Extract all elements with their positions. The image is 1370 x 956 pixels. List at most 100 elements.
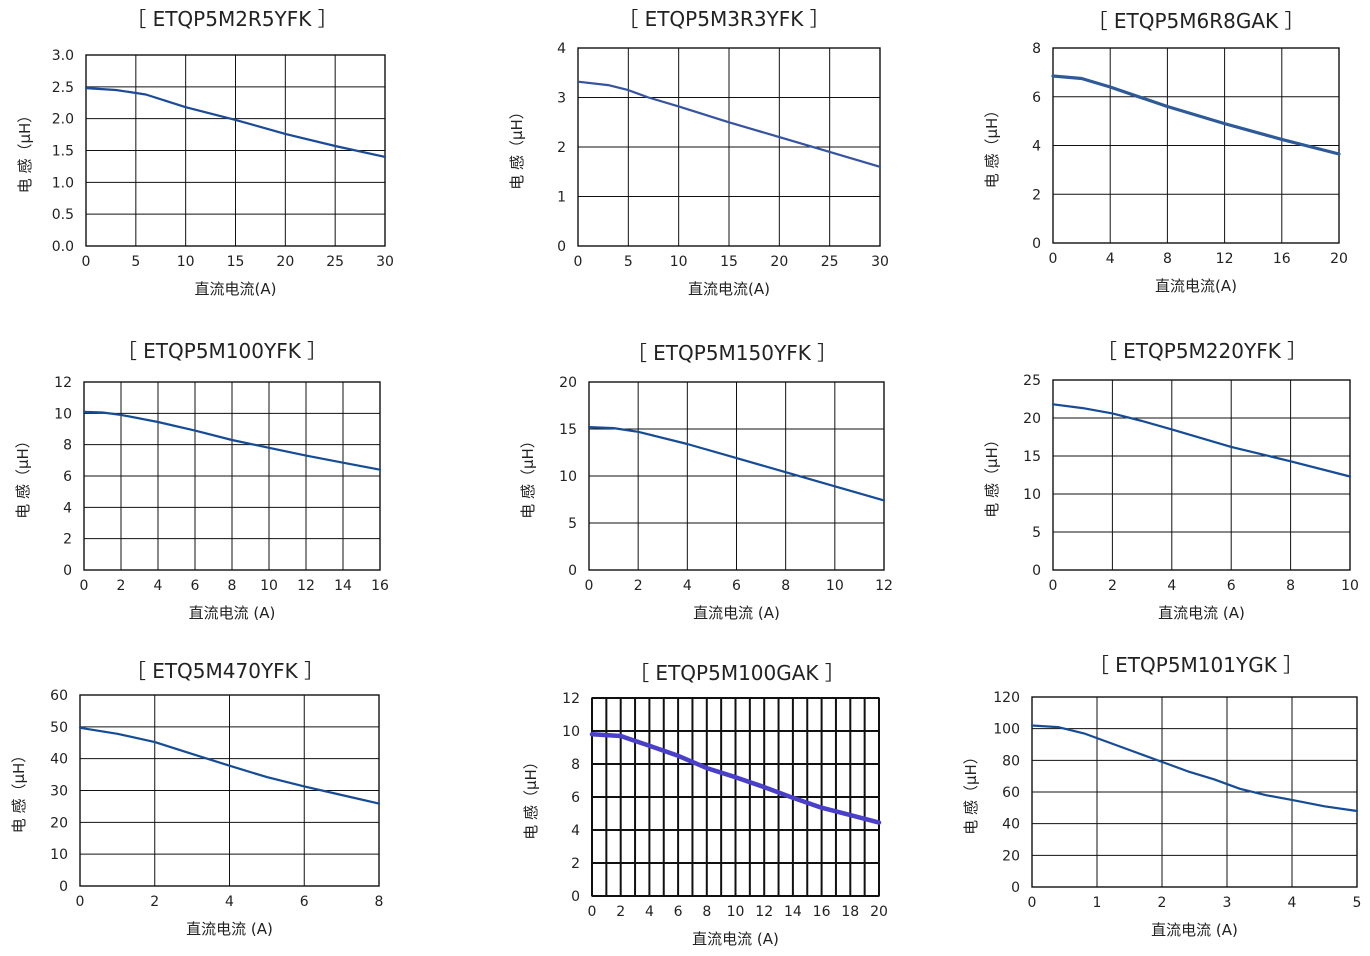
x-tick-label: 30 <box>376 254 394 270</box>
x-tick-label: 8 <box>781 578 790 594</box>
y-tick-label: 3 <box>557 91 566 107</box>
inductance-curve <box>587 425 886 502</box>
y-tick-label: 120 <box>993 690 1020 706</box>
chart-title: ［ ETQP5M220YFK ］ <box>1097 339 1307 363</box>
y-axis-label: 电 感（μH） <box>519 433 537 519</box>
chart-svg: ［ ETQP5M100YFK ］ 0 2 4 6 8 10 12 14 16 0 2 4 6 8 10 12 直流… <box>14 339 389 622</box>
x-tick-label: 4 <box>225 894 234 910</box>
x-axis-label: 直流电流 (A) <box>189 604 276 622</box>
chart-panel: ［ ETQP5M6R8GAK ］ 0 4 8 12 16 20 0 2 4 6 8 直流电流(A) 电 感… <box>970 0 1370 316</box>
inductance-curve <box>1051 403 1352 478</box>
x-tick-label: 16 <box>813 904 831 920</box>
y-tick-label: 50 <box>50 720 68 736</box>
x-tick-label: 14 <box>784 904 802 920</box>
plot-frame <box>79 694 380 887</box>
y-tick-label: 0 <box>1032 236 1041 252</box>
x-tick-label: 6 <box>300 894 309 910</box>
y-tick-label: 2 <box>1032 187 1041 203</box>
x-axis-label: 直流电流 (A) <box>692 930 779 948</box>
x-tick-label: 0 <box>585 578 594 594</box>
y-tick-label: 20 <box>1023 411 1041 427</box>
x-tick-label: 5 <box>131 254 140 270</box>
y-tick-label: 0 <box>1032 563 1041 579</box>
x-tick-label: 20 <box>1330 251 1348 267</box>
chart-panel: ［ ETQP5M2R5YFK ］ 0 5 10 15 20 25 30 0.0 0.5 1.0 1.5… <box>0 0 456 316</box>
y-tick-label: 40 <box>1002 817 1020 833</box>
chart-title: ［ ETQP5M150YFK ］ <box>627 341 837 365</box>
y-tick-label: 2.0 <box>52 112 74 128</box>
y-tick-label: 5 <box>1032 525 1041 541</box>
x-tick-label: 8 <box>1286 578 1295 594</box>
x-tick-label: 2 <box>117 578 126 594</box>
plot-frame <box>83 381 381 571</box>
x-tick-label: 20 <box>870 904 888 920</box>
x-tick-label: 0 <box>1028 895 1037 911</box>
y-tick-label: 60 <box>1002 785 1020 801</box>
chart-title: ［ ETQP5M100YFK ］ <box>117 339 327 363</box>
x-tick-label: 8 <box>1163 251 1172 267</box>
chart-panel: ［ ETQP5M3R3YFK ］ 0 5 10 15 20 25 30 0 1 2 3 4 直流电流(A)… <box>500 0 956 316</box>
y-axis-label: 电 感（μH） <box>522 754 540 840</box>
y-tick-label: 0.0 <box>52 239 74 255</box>
chart-svg: ［ ETQP5M3R3YFK ］ 0 5 10 15 20 25 30 0 1 2 3 4 直流电流(A)… <box>508 7 889 298</box>
x-tick-label: 10 <box>727 904 745 920</box>
x-tick-label: 10 <box>1341 578 1359 594</box>
x-tick-label: 12 <box>1216 251 1234 267</box>
y-tick-label: 20 <box>559 375 577 391</box>
x-tick-label: 0 <box>82 254 91 270</box>
y-tick-label: 6 <box>1032 90 1041 106</box>
x-tick-label: 12 <box>297 578 315 594</box>
x-tick-label: 4 <box>1106 251 1115 267</box>
x-tick-label: 2 <box>150 894 159 910</box>
y-tick-label: 0 <box>1011 880 1020 896</box>
plot-frame <box>591 697 880 897</box>
x-tick-label: 15 <box>227 254 245 270</box>
y-tick-label: 10 <box>54 406 72 422</box>
y-tick-label: 2 <box>557 140 566 156</box>
y-tick-label: 5 <box>568 516 577 532</box>
y-tick-label: 80 <box>1002 753 1020 769</box>
y-tick-label: 40 <box>50 752 68 768</box>
y-tick-label: 1.5 <box>52 144 74 160</box>
plot-frame <box>1052 47 1340 244</box>
inductance-curve <box>82 410 382 471</box>
y-tick-label: 0 <box>59 879 68 895</box>
x-tick-label: 4 <box>1167 578 1176 594</box>
chart-panel: ［ ETQP5M100YFK ］ 0 2 4 6 8 10 12 14 16 0 2 4 6 8 10 12 直流… <box>0 330 456 646</box>
y-tick-label: 10 <box>50 847 68 863</box>
x-tick-label: 8 <box>228 578 237 594</box>
y-tick-label: 60 <box>50 688 68 704</box>
y-tick-label: 0.5 <box>52 207 74 223</box>
y-axis-label: 电 感（μH） <box>983 103 1001 189</box>
chart-svg: ［ ETQ5M470YFK ］ 0 2 4 6 8 0 10 20 30 40 50 60 直流电流 (A… <box>10 659 383 938</box>
y-axis-label: 电 感（μH） <box>962 749 980 835</box>
inductance-curve <box>1030 724 1359 813</box>
plot-frame <box>588 381 885 571</box>
chart-svg: ［ ETQP5M220YFK ］ 0 2 4 6 8 10 0 5 10 15 20 25 直流电流 (A… <box>983 339 1359 622</box>
y-tick-label: 15 <box>559 422 577 438</box>
chart-title: ［ ETQ5M470YFK ］ <box>126 659 324 683</box>
plot-frame <box>1031 696 1358 888</box>
chart-title: ［ ETQP5M3R3YFK ］ <box>618 7 830 31</box>
y-tick-label: 4 <box>557 41 566 57</box>
y-tick-label: 0 <box>557 239 566 255</box>
chart-svg: ［ ETQP5M100GAK ］ 0 2 4 6 8 10 12 14 16 18 20 0 2 4 6 8 10… <box>522 661 888 948</box>
y-tick-label: 25 <box>1023 373 1041 389</box>
x-tick-label: 0 <box>574 254 583 270</box>
y-tick-label: 6 <box>63 469 72 485</box>
chart-title: ［ ETQP5M2R5YFK ］ <box>126 7 338 31</box>
x-tick-label: 14 <box>334 578 352 594</box>
chart-title: ［ ETQP5M100GAK ］ <box>629 661 845 685</box>
x-tick-label: 6 <box>674 904 683 920</box>
x-tick-label: 12 <box>755 904 773 920</box>
x-tick-label: 18 <box>841 904 859 920</box>
y-tick-label: 30 <box>50 784 68 800</box>
x-tick-label: 4 <box>683 578 692 594</box>
y-tick-label: 8 <box>63 438 72 454</box>
x-tick-label: 0 <box>76 894 85 910</box>
chart-panel: ［ ETQP5M220YFK ］ 0 2 4 6 8 10 0 5 10 15 20 25 直流电流 (A… <box>970 330 1370 646</box>
inductance-curve <box>78 726 381 805</box>
y-tick-label: 1.0 <box>52 175 74 191</box>
x-tick-label: 0 <box>588 904 597 920</box>
y-axis-label: 电 感（μH） <box>983 432 1001 518</box>
